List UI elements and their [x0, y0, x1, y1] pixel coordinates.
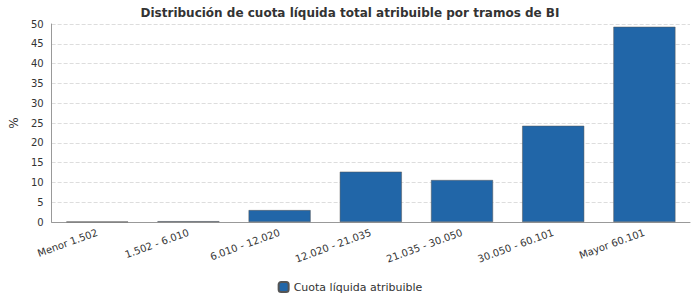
svg-text:25: 25	[31, 118, 44, 129]
svg-text:21.035 - 30.050: 21.035 - 30.050	[385, 227, 464, 265]
svg-text:5: 5	[37, 197, 43, 208]
svg-text:%: %	[7, 117, 21, 128]
svg-text:12.020 - 21.035: 12.020 - 21.035	[294, 227, 373, 265]
svg-text:10: 10	[31, 177, 44, 188]
svg-text:35: 35	[31, 78, 44, 89]
svg-text:6.010 - 12.020: 6.010 - 12.020	[209, 227, 282, 262]
svg-text:30.050 - 60.101: 30.050 - 60.101	[476, 227, 555, 265]
svg-text:1.502 - 6.010: 1.502 - 6.010	[123, 227, 190, 260]
svg-text:40: 40	[31, 58, 44, 69]
svg-text:Distribución de cuota líquida: Distribución de cuota líquida total atri…	[141, 6, 560, 20]
svg-text:20: 20	[31, 137, 44, 148]
svg-text:Cuota líquida atribuible: Cuota líquida atribuible	[294, 281, 423, 294]
svg-text:45: 45	[31, 38, 44, 49]
svg-text:50: 50	[31, 19, 44, 30]
svg-text:0: 0	[37, 217, 43, 228]
svg-text:30: 30	[31, 98, 44, 109]
svg-text:15: 15	[31, 157, 44, 168]
svg-text:Mayor 60.101: Mayor 60.101	[578, 227, 647, 261]
svg-text:Menor 1.502: Menor 1.502	[36, 227, 99, 259]
